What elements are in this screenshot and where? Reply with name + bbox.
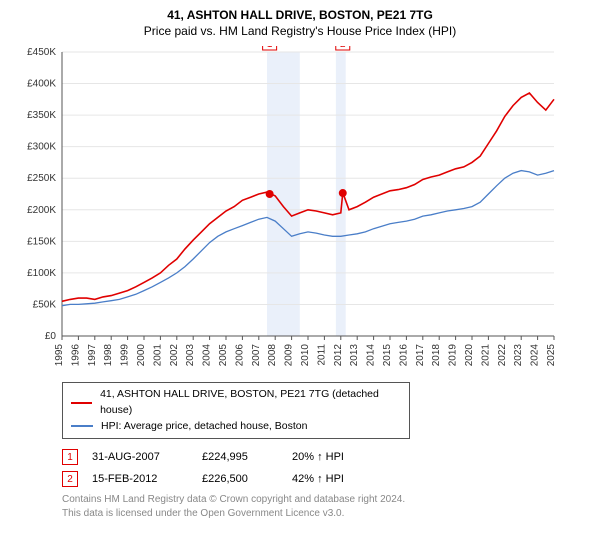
svg-text:2023: 2023 [513, 344, 524, 367]
sale-marker-1: 1 [62, 449, 78, 465]
svg-text:2022: 2022 [497, 344, 508, 367]
svg-text:1: 1 [267, 46, 273, 50]
svg-text:2010: 2010 [300, 344, 311, 367]
attribution-line: Contains HM Land Registry data © Crown c… [62, 493, 586, 507]
svg-text:£150K: £150K [27, 236, 56, 247]
sale-marker-2: 2 [62, 471, 78, 487]
svg-text:2015: 2015 [382, 344, 393, 367]
chart-titles: 41, ASHTON HALL DRIVE, BOSTON, PE21 7TG … [14, 8, 586, 38]
svg-text:1998: 1998 [103, 344, 114, 367]
svg-text:2018: 2018 [431, 344, 442, 367]
sale-record: 2 15-FEB-2012 £226,500 42% ↑ HPI [62, 471, 586, 487]
svg-text:£200K: £200K [27, 205, 56, 216]
svg-text:1995: 1995 [54, 344, 65, 367]
attribution: Contains HM Land Registry data © Crown c… [62, 493, 586, 520]
chart-svg: £0 £50K £100K £150K £200K £250K £300K £350K £400… [14, 46, 584, 376]
legend-item-price-paid: 41, ASHTON HALL DRIVE, BOSTON, PE21 7TG … [71, 387, 401, 419]
legend-item-hpi: HPI: Average price, detached house, Bost… [71, 419, 401, 435]
svg-text:£100K: £100K [27, 268, 56, 279]
legend: 41, ASHTON HALL DRIVE, BOSTON, PE21 7TG … [62, 382, 410, 439]
sale-price: £224,995 [202, 451, 292, 463]
sale-date: 15-FEB-2012 [92, 473, 202, 485]
sale-price: £226,500 [202, 473, 292, 485]
svg-text:2: 2 [340, 46, 346, 50]
svg-text:2019: 2019 [448, 344, 459, 367]
chart-title-address: 41, ASHTON HALL DRIVE, BOSTON, PE21 7TG [14, 8, 586, 22]
svg-text:1996: 1996 [70, 344, 81, 367]
sale-date: 31-AUG-2007 [92, 451, 202, 463]
svg-text:2000: 2000 [136, 344, 147, 367]
svg-text:2024: 2024 [530, 344, 541, 367]
sale-records: 1 31-AUG-2007 £224,995 20% ↑ HPI 2 15-FE… [62, 449, 586, 487]
svg-text:£250K: £250K [27, 173, 56, 184]
sale-hpi-delta: 42% ↑ HPI [292, 473, 402, 485]
svg-text:2008: 2008 [267, 344, 278, 367]
svg-text:2004: 2004 [202, 344, 213, 367]
svg-text:2020: 2020 [464, 344, 475, 367]
legend-swatch-price-paid [71, 402, 92, 404]
svg-text:1997: 1997 [87, 344, 98, 367]
svg-text:2009: 2009 [284, 344, 295, 367]
svg-text:2006: 2006 [234, 344, 245, 367]
svg-text:£0: £0 [45, 331, 57, 342]
svg-text:2002: 2002 [169, 344, 180, 367]
svg-text:2013: 2013 [349, 344, 360, 367]
chart-area: £0 £50K £100K £150K £200K £250K £300K £350K £400… [14, 46, 586, 376]
attribution-line: This data is licensed under the Open Gov… [62, 507, 586, 521]
svg-text:£300K: £300K [27, 142, 56, 153]
svg-text:2005: 2005 [218, 344, 229, 367]
svg-text:£50K: £50K [33, 299, 57, 310]
svg-text:£400K: £400K [27, 79, 56, 90]
legend-label: HPI: Average price, detached house, Bost… [101, 419, 307, 435]
legend-swatch-hpi [71, 425, 93, 427]
svg-text:£350K: £350K [27, 110, 56, 121]
svg-text:2012: 2012 [333, 344, 344, 367]
svg-text:2016: 2016 [398, 344, 409, 367]
svg-text:2007: 2007 [251, 344, 262, 367]
svg-text:2003: 2003 [185, 344, 196, 367]
chart-container: 41, ASHTON HALL DRIVE, BOSTON, PE21 7TG … [0, 0, 600, 560]
svg-text:2021: 2021 [480, 344, 491, 367]
svg-text:2017: 2017 [415, 344, 426, 367]
chart-title-subtitle: Price paid vs. HM Land Registry's House … [14, 24, 586, 38]
svg-text:2001: 2001 [152, 344, 163, 367]
svg-text:2014: 2014 [366, 344, 377, 367]
svg-text:£450K: £450K [27, 47, 56, 58]
svg-text:2011: 2011 [316, 344, 327, 366]
svg-text:1999: 1999 [120, 344, 131, 367]
svg-text:2025: 2025 [546, 344, 557, 367]
sale-record: 1 31-AUG-2007 £224,995 20% ↑ HPI [62, 449, 586, 465]
legend-label: 41, ASHTON HALL DRIVE, BOSTON, PE21 7TG … [100, 387, 401, 419]
sale-hpi-delta: 20% ↑ HPI [292, 451, 402, 463]
